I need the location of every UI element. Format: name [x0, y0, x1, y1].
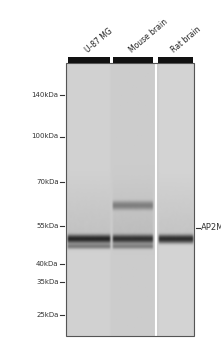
- Text: Rat brain: Rat brain: [170, 25, 203, 55]
- Text: 35kDa: 35kDa: [36, 279, 59, 285]
- Text: 25kDa: 25kDa: [36, 312, 59, 318]
- Bar: [113, 57, 153, 63]
- Bar: [66, 63, 194, 336]
- Text: 100kDa: 100kDa: [31, 133, 59, 140]
- Text: 55kDa: 55kDa: [36, 223, 59, 229]
- Text: 70kDa: 70kDa: [36, 179, 59, 185]
- Bar: [68, 57, 110, 63]
- Bar: [158, 57, 193, 63]
- Text: U-87 MG: U-87 MG: [83, 27, 114, 55]
- Text: Mouse brain: Mouse brain: [127, 18, 169, 55]
- Text: AP2M1: AP2M1: [201, 223, 221, 232]
- Text: 40kDa: 40kDa: [36, 261, 59, 267]
- Text: 140kDa: 140kDa: [32, 92, 59, 98]
